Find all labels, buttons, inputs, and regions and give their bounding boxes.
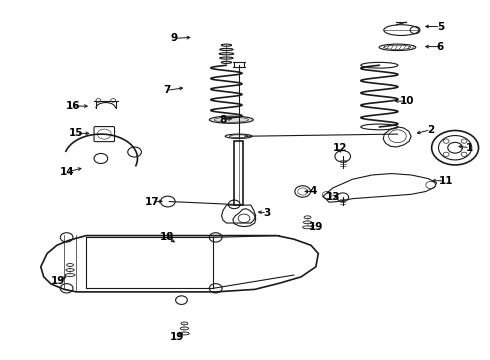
Text: 1: 1 <box>466 143 473 153</box>
Text: 5: 5 <box>437 22 444 32</box>
Text: 8: 8 <box>220 115 227 125</box>
Text: 13: 13 <box>326 192 340 202</box>
Text: 3: 3 <box>263 208 270 218</box>
Text: 2: 2 <box>427 125 434 135</box>
Text: 19: 19 <box>51 276 66 286</box>
Text: 9: 9 <box>171 33 178 43</box>
Text: 16: 16 <box>66 101 80 111</box>
Text: 14: 14 <box>59 167 74 177</box>
Text: 12: 12 <box>333 143 347 153</box>
Text: 6: 6 <box>437 42 444 51</box>
Text: 10: 10 <box>400 96 415 106</box>
Text: 19: 19 <box>309 222 323 232</box>
Text: 19: 19 <box>170 332 184 342</box>
Text: 11: 11 <box>439 176 454 186</box>
Text: 17: 17 <box>145 197 159 207</box>
Text: 15: 15 <box>69 129 84 138</box>
Bar <box>234 140 243 205</box>
Text: 18: 18 <box>160 232 174 242</box>
Text: 7: 7 <box>163 85 171 95</box>
Text: 4: 4 <box>310 186 317 197</box>
Ellipse shape <box>209 116 253 123</box>
